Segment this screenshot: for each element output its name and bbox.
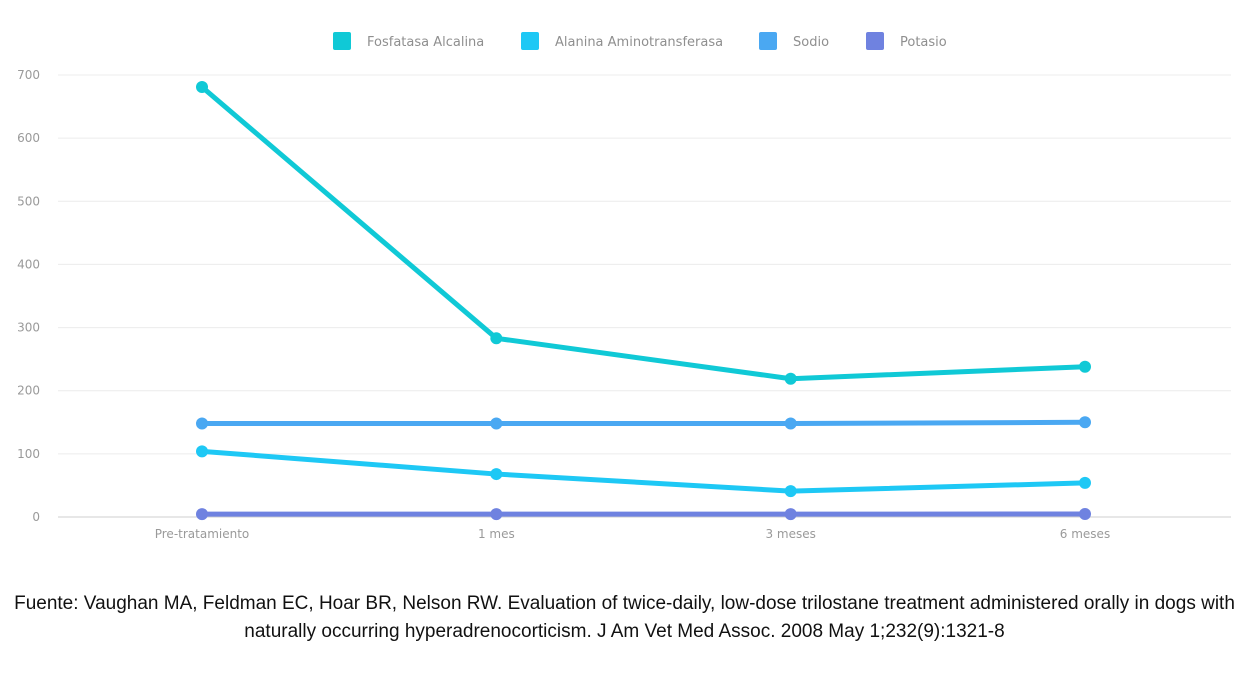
series-line <box>199 448 1088 494</box>
line-chart: Fosfatasa Alcalina Alanina Aminotransfera… <box>17 32 1231 541</box>
y-tick-label: 500 <box>17 194 40 208</box>
y-tick-label: 0 <box>32 510 40 524</box>
data-point[interactable] <box>784 508 797 521</box>
data-point[interactable] <box>1079 476 1091 489</box>
series-line <box>199 84 1088 382</box>
legend-swatch <box>759 32 777 50</box>
y-tick-label: 200 <box>17 384 40 398</box>
legend-item[interactable]: Alanina Aminotransferasa <box>521 32 723 50</box>
source-citation: Fuente: Vaughan MA, Feldman EC, Hoar BR,… <box>14 593 1235 642</box>
y-tick-label: 700 <box>17 68 40 82</box>
legend-swatch <box>521 32 539 50</box>
data-point[interactable] <box>196 80 208 93</box>
legend-label: Potasio <box>900 35 947 50</box>
x-tick-label: 3 meses <box>765 527 815 541</box>
x-tick-label: 6 meses <box>1060 527 1110 541</box>
series-group <box>196 445 1091 498</box>
series-line <box>199 419 1088 427</box>
data-point[interactable] <box>490 468 503 481</box>
legend-swatch <box>866 32 884 50</box>
chart-legend: Fosfatasa Alcalina Alanina Aminotransfera… <box>333 32 947 50</box>
data-point[interactable] <box>784 417 797 430</box>
legend-item[interactable]: Potasio <box>866 32 947 50</box>
legend-item[interactable]: Fosfatasa Alcalina <box>333 32 484 50</box>
y-axis: 0 100 200 300 400 500 600 700 <box>17 68 40 524</box>
data-point[interactable] <box>1079 360 1091 373</box>
data-point[interactable] <box>1079 507 1091 520</box>
data-point[interactable] <box>1079 416 1091 429</box>
chart-series <box>196 80 1091 521</box>
data-point[interactable] <box>490 332 503 345</box>
legend-swatch <box>333 32 351 50</box>
y-tick-label: 400 <box>17 257 40 271</box>
series-group <box>196 416 1091 430</box>
data-point[interactable] <box>490 417 503 430</box>
chart-grid <box>58 74 1231 518</box>
series-group <box>196 80 1091 385</box>
data-point[interactable] <box>196 417 208 430</box>
y-tick-label: 600 <box>17 131 40 145</box>
data-point[interactable] <box>784 485 797 498</box>
data-point[interactable] <box>196 445 208 458</box>
legend-item[interactable]: Sodio <box>759 32 829 50</box>
data-point[interactable] <box>196 508 208 521</box>
y-tick-label: 100 <box>17 447 40 461</box>
x-tick-label: 1 mes <box>478 527 515 541</box>
legend-label: Fosfatasa Alcalina <box>367 35 484 50</box>
legend-label: Sodio <box>793 35 829 50</box>
x-tick-label: Pre-tratamiento <box>155 527 250 541</box>
legend-label: Alanina Aminotransferasa <box>555 35 723 50</box>
data-point[interactable] <box>490 508 503 521</box>
x-axis: Pre-tratamiento 1 mes 3 meses 6 meses <box>155 527 1110 541</box>
series-group <box>196 507 1091 521</box>
data-point[interactable] <box>784 372 797 385</box>
y-tick-label: 300 <box>17 321 40 335</box>
